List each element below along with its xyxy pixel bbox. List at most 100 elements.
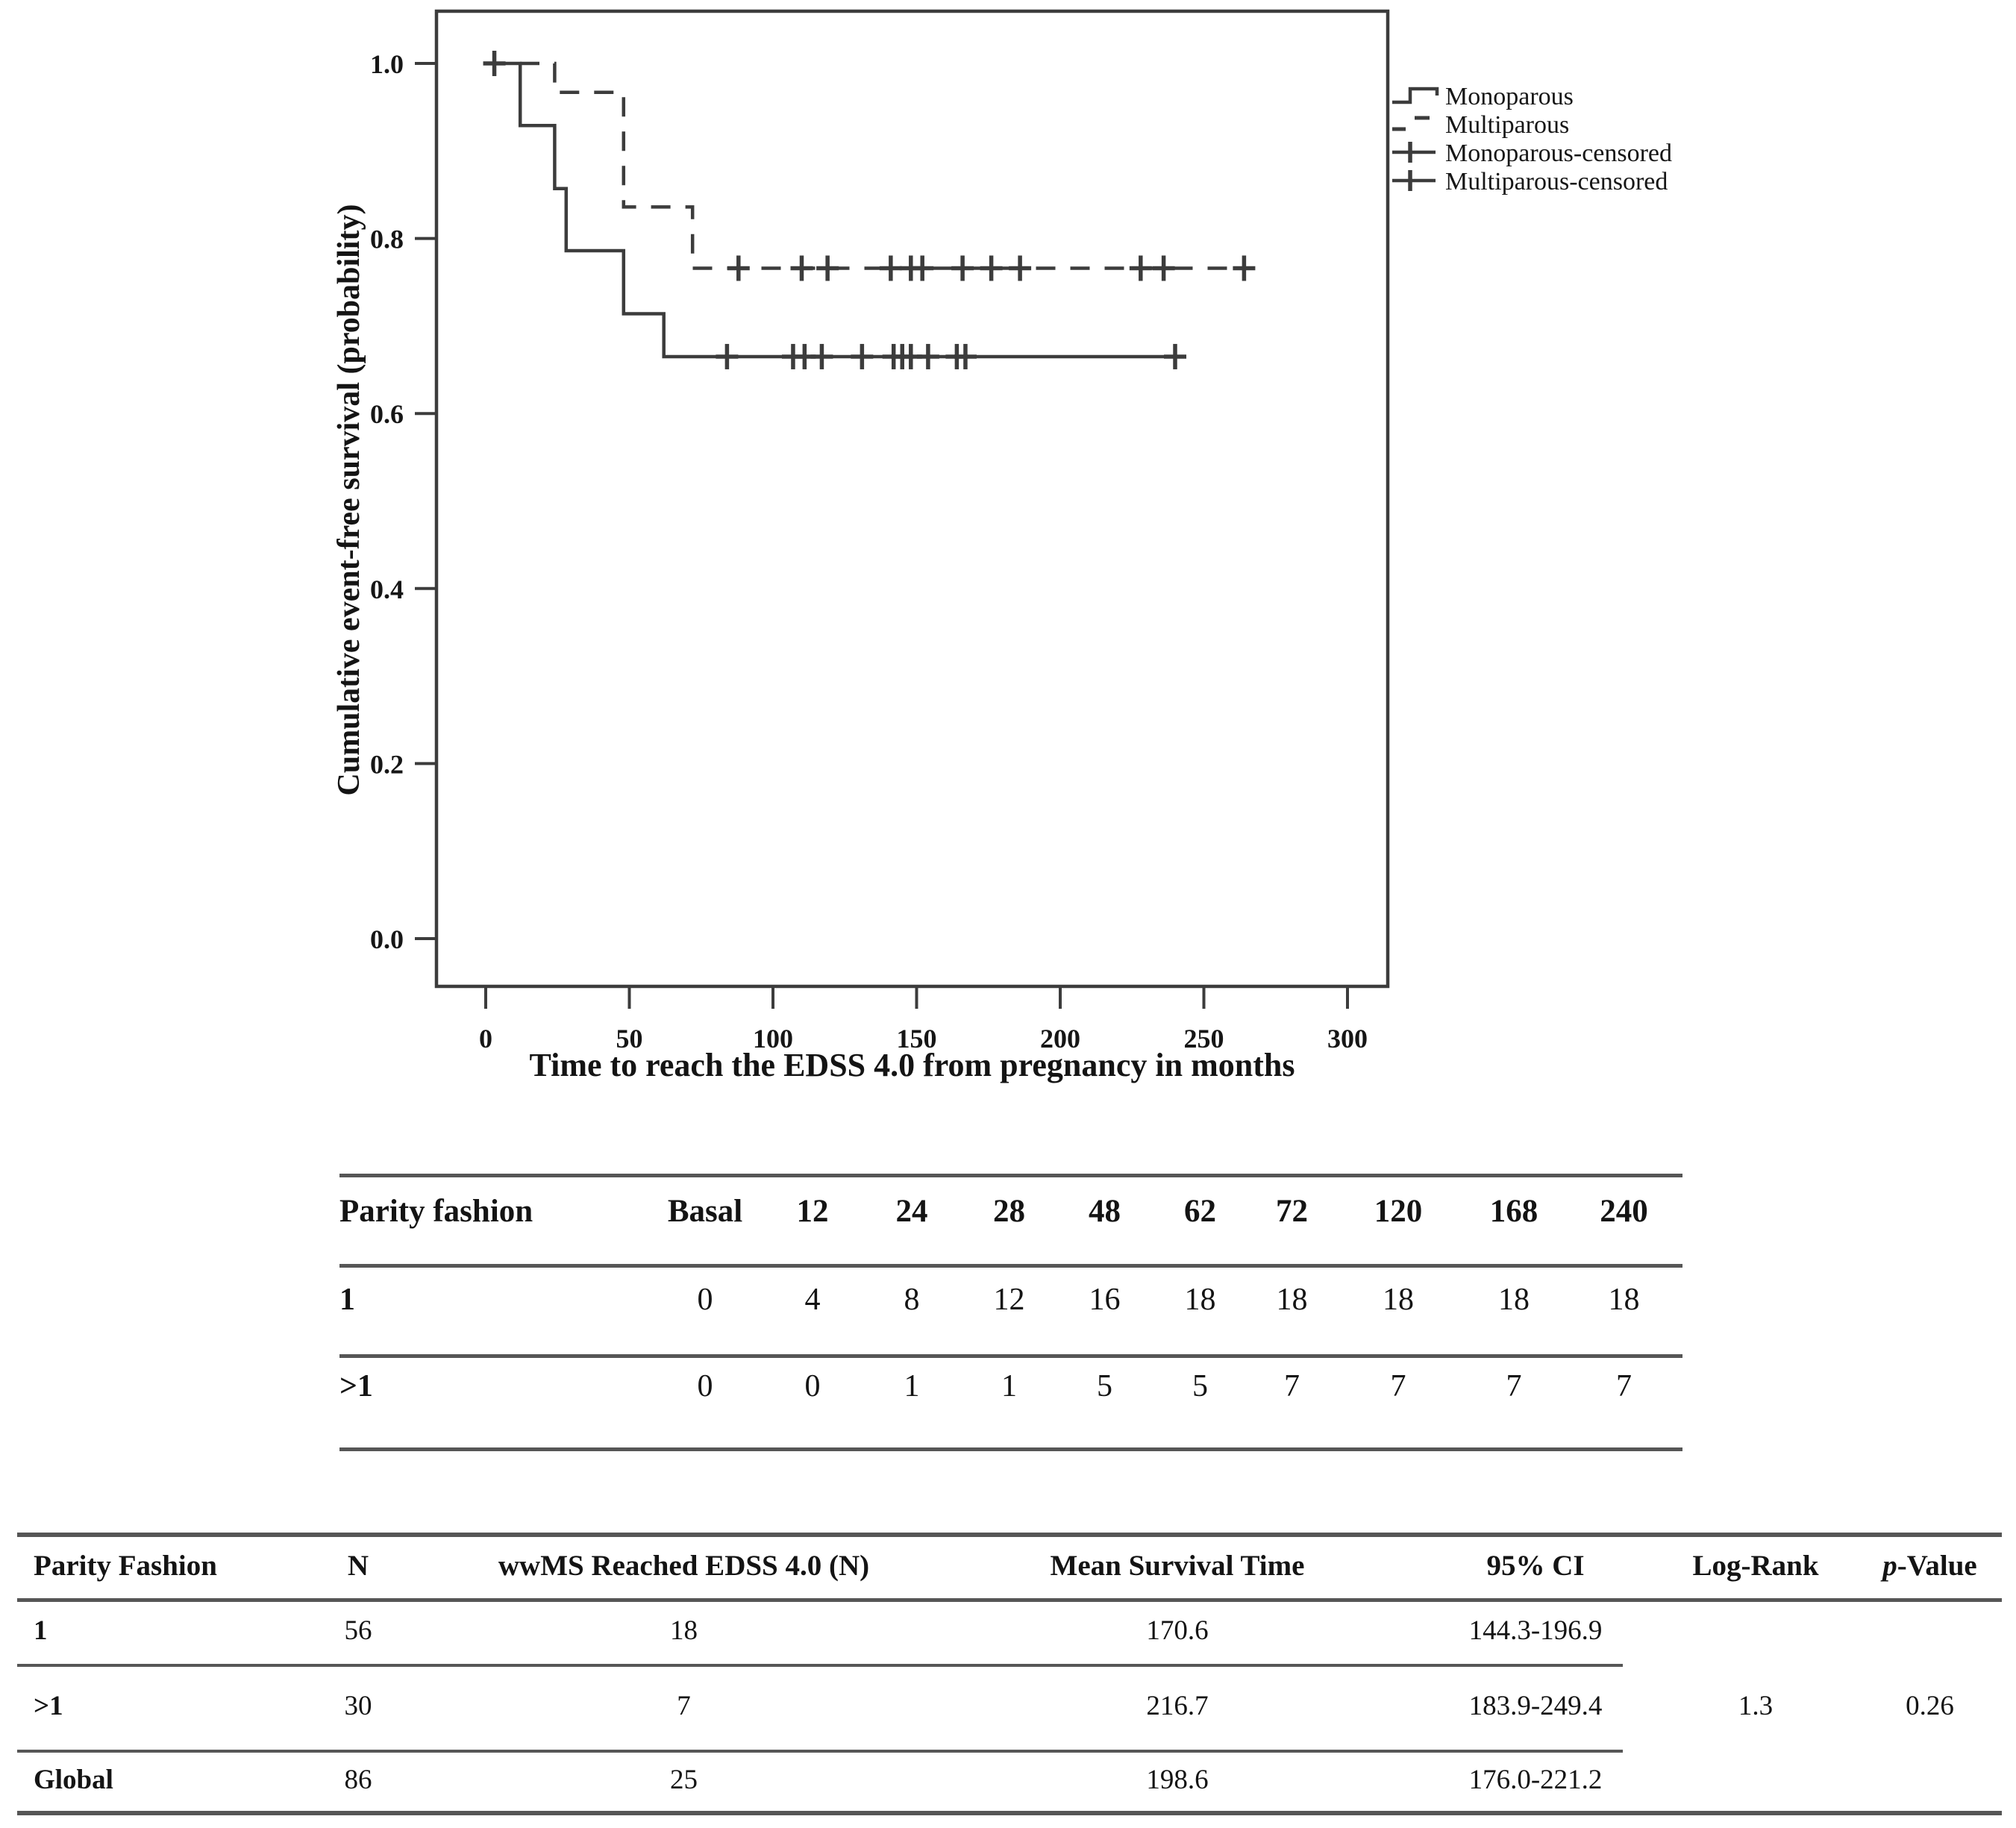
x-tick-label: 100 — [753, 1024, 793, 1054]
y-tick-label: 0.6 — [370, 399, 404, 429]
risk-data-cell: 8 — [904, 1283, 920, 1317]
stats-data-cell: 56 — [344, 1615, 372, 1646]
stats-header-cell: N — [347, 1550, 369, 1582]
stats-data-cell: 198.6 — [1146, 1765, 1209, 1795]
stats-data-cell: 86 — [344, 1765, 372, 1795]
y-tick-label: 0.0 — [370, 924, 404, 954]
risk-data-cell: 16 — [1089, 1283, 1121, 1317]
risk-data-cell: 7 — [1284, 1369, 1300, 1403]
risk-data-row: >1 0 0 1 1 5 5 7 7 7 7 — [339, 1369, 1682, 1404]
stats-table-rule-row2 — [17, 1750, 1623, 1753]
x-tick-label: 300 — [1327, 1024, 1368, 1054]
stats-table-rule-bottom — [17, 1811, 2002, 1815]
risk-data-cell: 0 — [804, 1369, 821, 1403]
stats-data-cell: 183.9-249.4 — [1468, 1691, 1603, 1721]
x-tick-label: 200 — [1040, 1024, 1080, 1054]
stats-data-cell: 176.0-221.2 — [1468, 1765, 1603, 1795]
stats-data-cell: >1 — [34, 1691, 63, 1721]
legend-label: Multiparous — [1445, 111, 1569, 139]
risk-data-row: 1 0 4 8 12 16 18 18 18 18 18 — [339, 1283, 1682, 1318]
x-tick-label: 250 — [1184, 1024, 1224, 1054]
risk-table-rule-bottom — [339, 1447, 1682, 1451]
legend-label: Monoparous-censored — [1445, 140, 1672, 167]
risk-header-cell: 48 — [1089, 1194, 1121, 1229]
risk-header-cell: 72 — [1276, 1194, 1308, 1229]
stats-data-cell: 216.7 — [1146, 1691, 1209, 1721]
stats-table-rule-row1 — [17, 1664, 1623, 1667]
stats-header-cell: Log-Rank — [1692, 1550, 1819, 1582]
stats-data-cell — [1841, 1765, 2016, 1795]
stats-data-cell: 144.3-196.9 — [1468, 1615, 1603, 1646]
risk-table-rule-mid — [339, 1354, 1682, 1358]
legend-label: Monoparous — [1445, 83, 1574, 110]
risk-header-cell: Basal — [667, 1194, 743, 1229]
risk-data-cell: 7 — [1390, 1369, 1406, 1403]
x-tick-label: 50 — [616, 1024, 643, 1054]
stats-table-rule-top — [17, 1533, 2002, 1537]
risk-data-cell: 18 — [1184, 1283, 1216, 1317]
risk-data-cell: 12 — [993, 1283, 1025, 1317]
stats-header-cell: Parity Fashion — [34, 1550, 217, 1582]
stats-data-cell: 18 — [670, 1615, 698, 1646]
x-tick-label: 150 — [897, 1024, 937, 1054]
numbers-at-risk-table: Parity fashion Basal 12 24 28 48 62 72 120 168 240… — [339, 1174, 1682, 1453]
stats-header-cell: Mean Survival Time — [1050, 1550, 1305, 1582]
y-tick-label: 0.8 — [370, 225, 404, 254]
y-axis-title: Cumulative event-free survival (probabil… — [332, 204, 366, 796]
risk-data-cell: 4 — [804, 1283, 821, 1317]
risk-data-cell: >1 — [339, 1369, 373, 1403]
y-tick-label: 0.2 — [370, 749, 404, 779]
stats-data-row: >1 30 7 216.7 183.9-249.4 1.3 0.26 — [17, 1691, 2002, 1721]
risk-data-cell: 1 — [1001, 1369, 1017, 1403]
legend-sample-solid-step — [1392, 87, 1439, 104]
stats-data-cell — [1670, 1765, 1841, 1795]
y-tick-label: 1.0 — [370, 49, 404, 79]
stats-data-cell: 1 — [34, 1615, 48, 1646]
risk-data-cell: 1 — [339, 1283, 355, 1317]
stats-header-cell: 95% CI — [1486, 1550, 1585, 1582]
series-multiparous-curve — [486, 61, 1245, 270]
risk-header-cell: 12 — [796, 1194, 829, 1229]
risk-data-cell: 18 — [1276, 1283, 1308, 1317]
stats-data-cell: 1.3 — [1738, 1691, 1774, 1721]
risk-data-cell: 0 — [697, 1283, 713, 1317]
stats-data-row: Global 86 25 198.6 176.0-221.2 — [17, 1765, 2002, 1795]
risk-data-cell: 18 — [1498, 1283, 1530, 1317]
stats-table-rule-header — [17, 1598, 2002, 1602]
risk-data-cell: 7 — [1506, 1369, 1522, 1403]
stats-data-cell: 25 — [670, 1765, 698, 1795]
risk-table-rule-header — [339, 1264, 1682, 1268]
stats-data-cell: 0.26 — [1906, 1691, 1954, 1721]
risk-data-cell: 7 — [1616, 1369, 1632, 1403]
risk-header-cell: 168 — [1489, 1194, 1538, 1229]
stats-header-cell: wwMS Reached EDSS 4.0 (N) — [498, 1550, 870, 1582]
risk-header-cell: 62 — [1184, 1194, 1216, 1229]
risk-table-rule-top — [339, 1174, 1682, 1177]
risk-header-row: Parity fashion Basal 12 24 28 48 62 72 120 168 240 — [339, 1194, 1682, 1230]
x-tick-label: 0 — [479, 1024, 492, 1054]
legend-sample-dashed-step — [1392, 116, 1430, 131]
stats-data-cell: 170.6 — [1146, 1615, 1209, 1646]
risk-header-cell: 120 — [1374, 1194, 1423, 1229]
stats-data-cell — [1670, 1615, 1841, 1646]
plot-border — [434, 9, 1390, 989]
risk-data-cell: 5 — [1192, 1369, 1208, 1403]
risk-data-cell: 18 — [1608, 1283, 1640, 1317]
stats-data-cell: Global — [34, 1765, 113, 1795]
stats-data-row: 1 56 18 170.6 144.3-196.9 — [17, 1615, 2002, 1646]
stats-data-cell: 30 — [344, 1691, 372, 1721]
legend-label: Multiparous-censored — [1445, 168, 1668, 195]
y-tick-label: 0.4 — [370, 575, 404, 604]
risk-data-cell: 5 — [1097, 1369, 1112, 1403]
risk-header-cell: 28 — [993, 1194, 1025, 1229]
stats-data-cell — [1841, 1615, 2016, 1646]
risk-data-cell: 0 — [697, 1369, 713, 1403]
stats-header-cell: p-Value — [1882, 1550, 1977, 1582]
stats-data-cell: 7 — [677, 1691, 691, 1721]
series-monoparous-curve — [486, 61, 1175, 359]
risk-header-cell: Parity fashion — [339, 1194, 533, 1229]
risk-data-cell: 18 — [1383, 1283, 1414, 1317]
